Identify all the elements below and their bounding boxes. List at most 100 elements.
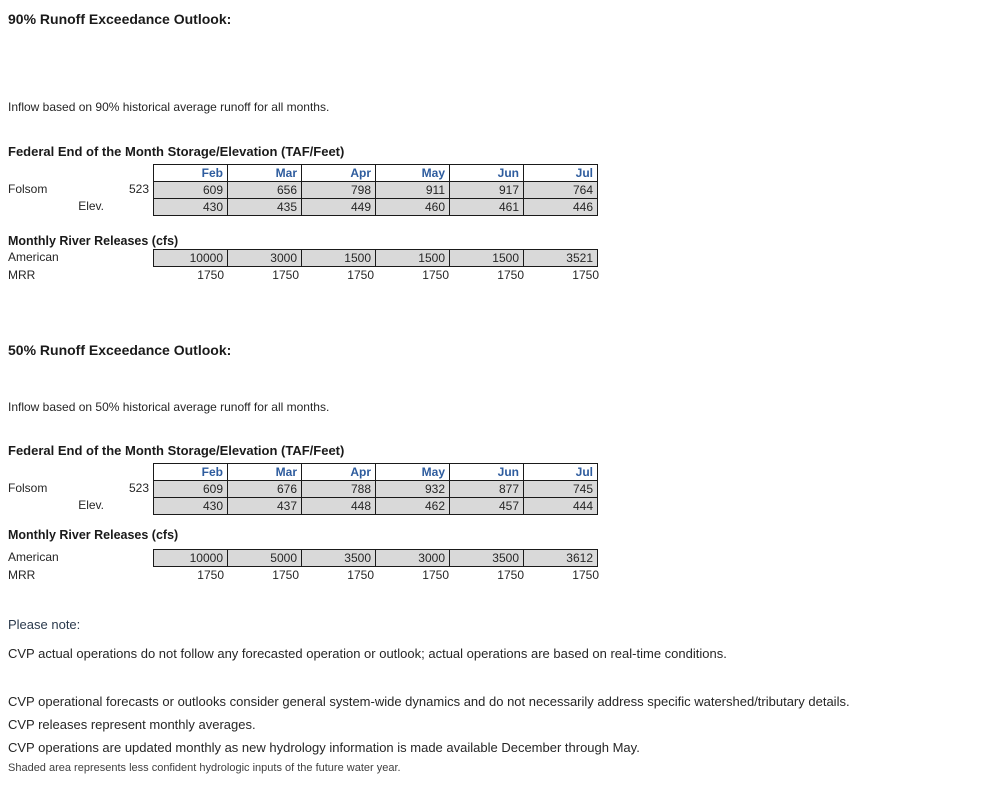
elevation-value-cell: 449 [301,198,376,216]
storage-value-cell: 788 [301,480,376,498]
releases-table-title: Monthly River Releases (cfs) [8,528,179,542]
mrr-value-cell: 1750 [422,268,449,282]
release-value-cell: 1500 [375,249,450,267]
storage-value-cell: 911 [375,181,450,199]
month-header-cell: Mar [227,164,302,182]
spacer-cell [68,181,108,199]
storage-value-cell: 877 [449,480,524,498]
storage-value-cell: 917 [449,181,524,199]
spacer-cell [68,267,108,285]
month-header-cell: May [375,164,450,182]
release-value-cell: 3000 [227,249,302,267]
release-value-cell: 3000 [375,549,450,567]
spacer-cell [68,249,108,267]
month-header-cell: Feb [153,164,228,182]
notes-heading: Please note: [8,617,81,632]
elevation-value-cell: 446 [523,198,598,216]
note-line: CVP operational forecasts or outlooks co… [8,694,850,709]
storage-row: Folsom 523 609 676 788 932 877 745 [8,480,598,498]
spacer-cell [8,463,68,481]
spacer-cell [108,463,153,481]
storage-value-cell: 609 [153,181,228,199]
elevation-row: Elev. 430 435 449 460 461 446 [8,198,598,216]
spacer-cell [8,164,68,182]
spacer-cell [68,549,108,567]
mrr-row: MRR 1750 1750 1750 1750 1750 1750 [8,267,603,285]
storage-value-cell: 656 [227,181,302,199]
spacer-cell [108,567,153,585]
month-header-cell: Jul [523,463,598,481]
storage-value-cell: 676 [227,480,302,498]
elevation-value-cell: 448 [301,497,376,515]
mrr-value-cell: 1750 [272,568,299,582]
elevation-value-cell: 457 [449,497,524,515]
month-header-cell: Apr [301,463,376,481]
spacer-cell [108,267,153,285]
releases-table-title: Monthly River Releases (cfs) [8,234,179,248]
section-title-50: 50% Runoff Exceedance Outlook: [8,342,232,358]
release-value-cell: 3521 [523,249,598,267]
spacer-cell [68,480,108,498]
release-value-cell: 1500 [301,249,376,267]
month-header-cell: Mar [227,463,302,481]
elevation-row: Elev. 430 437 448 462 457 444 [8,497,598,515]
mrr-value-cell: 1750 [422,568,449,582]
mrr-value-cell: 1750 [497,568,524,582]
spacer-cell [108,198,153,216]
reservoir-label: Folsom [8,481,48,495]
elevation-value-cell: 462 [375,497,450,515]
month-header-cell: Apr [301,164,376,182]
release-value-cell: 3500 [301,549,376,567]
mrr-value-cell: 1750 [497,268,524,282]
mrr-label: MRR [8,268,36,282]
storage-row: Folsom 523 609 656 798 911 917 764 [8,181,598,199]
month-header-cell: Jun [449,164,524,182]
release-value-cell: 1500 [449,249,524,267]
elevation-value-cell: 461 [449,198,524,216]
note-line: CVP releases represent monthly averages. [8,717,256,732]
month-header-cell: Jul [523,164,598,182]
month-header-cell: Feb [153,463,228,481]
storage-value-cell: 609 [153,480,228,498]
elevation-label: Elev. [78,498,104,512]
note-line: CVP actual operations do not follow any … [8,646,727,661]
release-value-cell: 3612 [523,549,598,567]
spacer-cell [8,497,68,515]
reservoir-label: Folsom [8,182,48,196]
storage-value-cell: 932 [375,480,450,498]
river-release-row: American 10000 3000 1500 1500 1500 3521 [8,249,598,267]
storage-table-title: Federal End of the Month Storage/Elevati… [8,443,345,458]
release-value-cell: 10000 [153,549,228,567]
section-title-90: 90% Runoff Exceedance Outlook: [8,11,232,27]
mrr-value-cell: 1750 [272,268,299,282]
elevation-value-cell: 435 [227,198,302,216]
spacer-cell [8,198,68,216]
storage-value-cell: 764 [523,181,598,199]
river-label: American [8,250,59,264]
mrr-value-cell: 1750 [347,568,374,582]
elevation-value-cell: 430 [153,198,228,216]
spacer-cell [68,164,108,182]
elevation-value-cell: 460 [375,198,450,216]
month-header-row: Feb Mar Apr May Jun Jul [8,164,598,182]
note-line: CVP operations are updated monthly as ne… [8,740,640,755]
mrr-value-cell: 1750 [197,268,224,282]
river-label: American [8,550,59,564]
storage-value-cell: 745 [523,480,598,498]
mrr-label: MRR [8,568,36,582]
spacer-cell [108,164,153,182]
month-header-row: Feb Mar Apr May Jun Jul [8,463,598,481]
mrr-row: MRR 1750 1750 1750 1750 1750 1750 [8,567,603,585]
spacer-cell [68,567,108,585]
river-release-row: American 10000 5000 3500 3000 3500 3612 [8,549,598,567]
storage-table-title: Federal End of the Month Storage/Elevati… [8,144,345,159]
spacer-cell [108,249,153,267]
inflow-note: Inflow based on 50% historical average r… [8,400,330,414]
mrr-value-cell: 1750 [347,268,374,282]
mrr-value-cell: 1750 [197,568,224,582]
inflow-note: Inflow based on 90% historical average r… [8,100,330,114]
elevation-label: Elev. [78,199,104,213]
elevation-value-cell: 437 [227,497,302,515]
release-value-cell: 3500 [449,549,524,567]
